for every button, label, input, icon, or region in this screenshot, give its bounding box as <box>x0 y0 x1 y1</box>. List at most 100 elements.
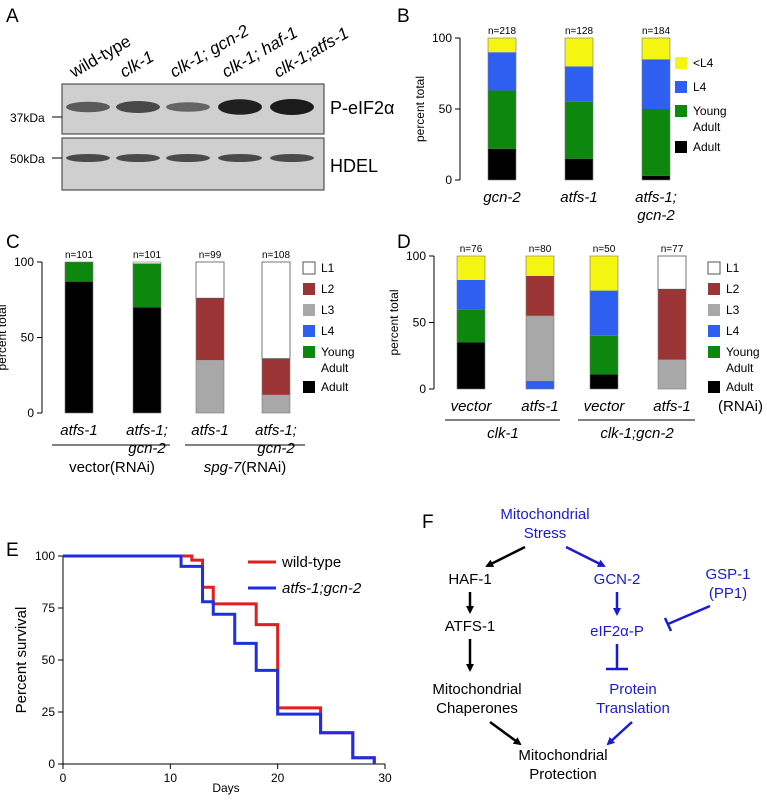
group-label-clk1: clk-1 <box>487 425 519 442</box>
legend-label: <L4 <box>693 56 714 70</box>
y-axis-label: percent total <box>0 304 9 370</box>
legend-label: Young <box>693 104 727 118</box>
legend-label: L2 <box>321 282 335 296</box>
x-axis-label: Days <box>212 781 239 795</box>
gsp-line-2: (PP1) <box>709 585 747 602</box>
blot-2-label: HDEL <box>330 156 378 176</box>
bar-segment-l4-2 <box>526 381 554 389</box>
haf-node: HAF-1 <box>448 571 491 588</box>
survival-curve-atfs-1-gcn-2 <box>63 554 376 764</box>
legend-swatch <box>675 81 687 93</box>
band-p-eif2a-2 <box>116 101 160 113</box>
bar-segment--l4-1 <box>457 256 485 280</box>
bar-segment-l4-1 <box>488 52 516 91</box>
bar-segment--l4-1 <box>488 38 516 53</box>
legend-label: Adult <box>693 120 721 134</box>
bar-segment-adult-2 <box>133 307 161 413</box>
legend-swatch <box>707 261 721 275</box>
bar-segment-l3-4 <box>658 359 686 389</box>
x-tick-label: 30 <box>378 771 392 785</box>
x-tick-label: 0 <box>60 771 67 785</box>
bar-segment--l4-2 <box>565 38 593 67</box>
y-axis-label: Percent survival <box>13 607 30 714</box>
category-label: vector <box>584 398 626 415</box>
legend-label: L4 <box>726 324 740 338</box>
n-label: n=128 <box>565 26 594 37</box>
category-label: gcn-2 <box>128 440 166 457</box>
bar-segment-l4-3 <box>590 290 618 336</box>
bar-segment-adult-3 <box>590 374 618 389</box>
n-label: n=99 <box>199 250 222 261</box>
protection-line-2: Protection <box>529 766 597 783</box>
bar-segment--l4-2 <box>526 256 554 276</box>
stress-line-2: Stress <box>524 525 567 542</box>
category-label: atfs-1 <box>191 422 229 439</box>
legend-label: Adult <box>321 361 349 375</box>
panel-label-c: C <box>6 232 20 253</box>
panel-label-a: A <box>6 6 19 27</box>
n-label: n=184 <box>642 26 671 37</box>
bar-segment-l1-3 <box>195 261 225 299</box>
n-label: n=50 <box>593 244 616 255</box>
category-label: atfs-1; <box>126 422 168 439</box>
legend-label: L4 <box>693 80 707 94</box>
n-label: n=76 <box>460 244 483 255</box>
legend-swatch <box>708 346 720 358</box>
band-hdel-5 <box>270 154 314 162</box>
legend-swatch <box>302 261 316 275</box>
legend-label: L4 <box>321 324 335 338</box>
eif-node: eIF2α-P <box>590 623 644 640</box>
y-tick-label: 0 <box>48 757 55 771</box>
category-label: atfs-1 <box>653 398 691 415</box>
legend-label: Young <box>726 345 760 359</box>
y-axis-label: percent total <box>387 289 401 355</box>
bar-segment-young-adult-1 <box>488 90 516 149</box>
arrow-chaperones-to-protection <box>489 720 522 746</box>
n-label: n=101 <box>65 250 94 261</box>
panel-label-d: D <box>397 232 411 253</box>
chaperones-line-2: Chaperones <box>436 700 518 717</box>
bar-outline <box>564 37 594 181</box>
n-label: n=218 <box>488 26 517 37</box>
legend-swatch <box>708 304 720 316</box>
y-tick-label: 100 <box>432 31 452 45</box>
category-label: gcn-2 <box>637 207 675 224</box>
gsp-line-1: GSP-1 <box>705 566 750 583</box>
n-label: n=108 <box>262 250 291 261</box>
bar-segment-young-adult-2 <box>565 101 593 159</box>
inhibit-gsp-bar <box>663 617 673 632</box>
bar-segment-young-adult-2 <box>133 263 161 308</box>
x-tick-label: 10 <box>164 771 178 785</box>
legend-label: atfs-1;gcn-2 <box>282 580 362 597</box>
category-label: atfs-1 <box>560 189 598 206</box>
bar-outline <box>261 261 291 414</box>
bar-segment-l2-3 <box>196 298 224 361</box>
bar-segment-adult-1 <box>488 148 516 180</box>
legend-label: L1 <box>321 261 335 275</box>
n-label: n=80 <box>529 244 552 255</box>
panel-label-f: F <box>422 512 434 533</box>
arrow-stress-to-gcn <box>565 545 606 568</box>
bar-outline <box>487 37 517 181</box>
gcn-node: GCN-2 <box>594 571 641 588</box>
bar-segment--l4-3 <box>590 256 618 291</box>
stress-line-1: Mitochondrial <box>500 506 589 523</box>
y-tick-label: 50 <box>21 331 35 345</box>
legend-swatch <box>675 141 687 153</box>
bar-outline <box>456 255 486 390</box>
x-tick-label: 20 <box>271 771 285 785</box>
category-label: atfs-1 <box>521 398 559 415</box>
bar-outline <box>589 255 619 390</box>
bar-segment-l2-2 <box>526 275 554 316</box>
legend-swatch <box>675 105 687 117</box>
bar-segment--l4-3 <box>642 38 670 60</box>
legend-swatch <box>675 57 687 69</box>
translation-line-2: Translation <box>596 700 670 717</box>
chaperones-line-1: Mitochondrial <box>432 681 521 698</box>
bar-segment-adult-1 <box>65 281 93 413</box>
atfs-node: ATFS-1 <box>445 618 496 635</box>
group-label-clk1-gcn2: clk-1;gcn-2 <box>600 425 674 442</box>
y-tick-label: 100 <box>14 255 34 269</box>
